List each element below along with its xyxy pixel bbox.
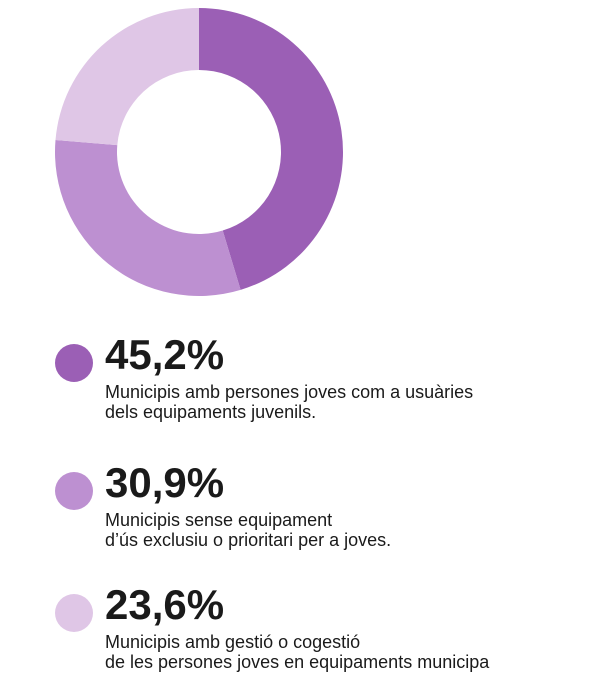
legend-description-line: Municipis sense equipament: [105, 510, 333, 530]
legend-description-line: d’ús exclusiu o prioritari per a joves.: [105, 530, 392, 550]
legend-value: 30,9%: [105, 459, 225, 506]
legend-description: Municipis amb persones joves com a usuàr…: [105, 382, 473, 422]
legend-value: 23,6%: [105, 581, 225, 628]
legend-description: Municipis amb gestió o cogestió de les p…: [105, 632, 489, 672]
legend-description-line: Municipis amb persones joves com a usuàr…: [105, 382, 474, 402]
donut-slice-2: [54, 139, 241, 296]
legend-value: 45,2%: [105, 331, 225, 378]
donut-chart: [54, 8, 343, 296]
legend-description: Municipis sense equipament d’ús exclusiu…: [105, 510, 391, 550]
legend-description-line: de les persones joves en equipaments mun…: [105, 652, 490, 672]
legend-swatch: [55, 344, 93, 382]
donut-slice-1: [199, 8, 343, 290]
legend-swatch: [55, 594, 93, 632]
donut-slice-3: [55, 8, 200, 146]
legend-description-line: dels equipaments juvenils.: [105, 402, 317, 422]
legend-description-line: Municipis amb gestió o cogestió: [105, 632, 361, 652]
legend-swatch: [55, 472, 93, 510]
